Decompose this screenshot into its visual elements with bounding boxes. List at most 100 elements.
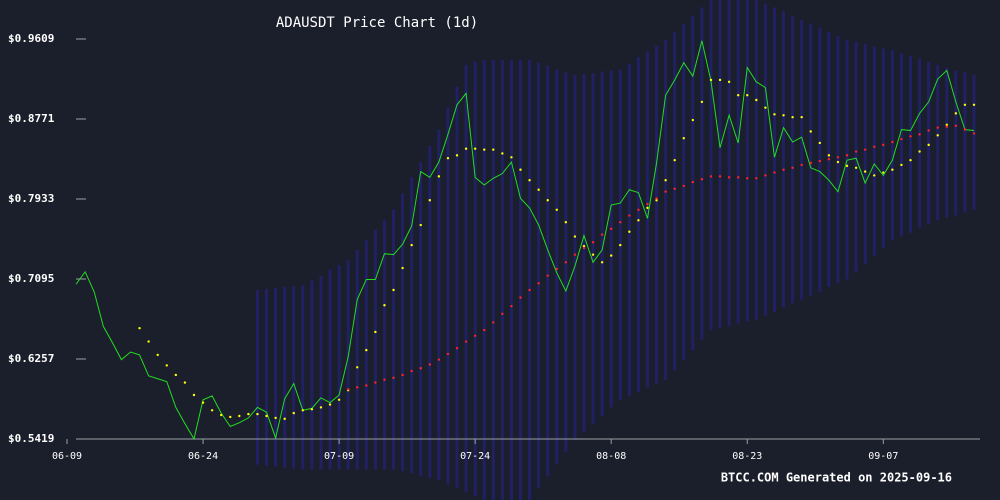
ma-dot bbox=[283, 417, 286, 421]
band-stripe bbox=[709, 0, 713, 331]
ma-dot bbox=[528, 288, 531, 292]
ma-dot bbox=[546, 199, 549, 202]
ma-dot bbox=[655, 199, 658, 202]
y-tick-label: $0.7933 bbox=[8, 192, 54, 205]
ma-dot bbox=[746, 94, 749, 97]
band-stripe bbox=[791, 15, 795, 304]
ma-dot bbox=[247, 412, 250, 416]
band-stripe bbox=[328, 269, 332, 470]
ma-dot bbox=[673, 187, 676, 190]
band-stripe bbox=[809, 23, 813, 296]
ma-dot bbox=[900, 137, 903, 141]
band-layer bbox=[255, 0, 976, 500]
band-stripe bbox=[836, 36, 840, 284]
band-stripe bbox=[446, 107, 450, 484]
ma-dot bbox=[637, 208, 640, 211]
band-stripe bbox=[936, 64, 940, 221]
ma-dot bbox=[854, 150, 858, 153]
x-tick-label: 09-07 bbox=[868, 451, 898, 462]
band-stripe bbox=[972, 75, 976, 210]
ma-dot bbox=[455, 154, 459, 157]
ma-dot bbox=[619, 243, 622, 247]
ma-dot bbox=[818, 159, 822, 163]
band-stripe bbox=[500, 59, 504, 500]
ma-dot bbox=[428, 199, 431, 202]
band-stripe bbox=[736, 0, 740, 324]
ma-dot bbox=[346, 388, 350, 391]
ma-dot bbox=[365, 384, 368, 387]
ma-dot bbox=[963, 103, 967, 106]
band-stripe bbox=[700, 7, 704, 340]
ma-dot bbox=[673, 158, 676, 162]
ma-dot bbox=[392, 288, 395, 292]
ma-dot bbox=[809, 130, 812, 133]
ma-dot bbox=[600, 261, 604, 264]
band-stripe bbox=[419, 162, 423, 477]
ma-dot bbox=[591, 241, 595, 244]
chart-title: ADAUSDT Price Chart (1d) bbox=[276, 15, 478, 31]
ma-dot bbox=[410, 369, 413, 373]
ma-dot bbox=[637, 219, 640, 222]
ma-dot bbox=[972, 132, 976, 135]
ma-dot bbox=[564, 261, 568, 264]
band-stripe bbox=[727, 0, 731, 327]
ma-dot bbox=[854, 166, 858, 169]
ma-dot bbox=[773, 113, 776, 116]
band-stripe bbox=[800, 19, 804, 300]
ma-dot bbox=[464, 340, 468, 343]
band-stripe bbox=[763, 3, 767, 316]
ma-dot bbox=[845, 164, 849, 168]
band-stripe bbox=[591, 73, 595, 424]
ma-dot bbox=[727, 176, 731, 179]
ma-dot bbox=[664, 178, 667, 182]
band-stripe bbox=[909, 56, 913, 233]
ma-dot bbox=[909, 135, 912, 138]
x-tick-label: 08-08 bbox=[596, 451, 626, 462]
ma-dot bbox=[473, 147, 477, 150]
ma-dot bbox=[528, 178, 531, 182]
band-stripe bbox=[636, 57, 640, 393]
ma-dot bbox=[374, 330, 377, 334]
ma-dot bbox=[428, 363, 431, 366]
band-stripe bbox=[437, 129, 441, 480]
ma-dot bbox=[963, 128, 967, 131]
band-stripe bbox=[519, 59, 522, 500]
band-stripe bbox=[283, 287, 287, 468]
ma-dot bbox=[918, 150, 921, 153]
band-stripe bbox=[537, 62, 541, 488]
ma-dot bbox=[782, 114, 785, 117]
ma-dot bbox=[464, 147, 468, 150]
band-stripe bbox=[627, 63, 631, 396]
ma-dot bbox=[301, 409, 305, 412]
band-stripe bbox=[645, 51, 649, 388]
ma-dot bbox=[809, 161, 812, 165]
band-stripe bbox=[754, 0, 758, 320]
ma-dot bbox=[918, 133, 921, 136]
band-stripe bbox=[772, 7, 776, 312]
band-stripe bbox=[600, 71, 604, 416]
ma-dot bbox=[655, 197, 658, 200]
ma-dot bbox=[945, 125, 948, 128]
ma-dot bbox=[356, 386, 359, 389]
band-stripe bbox=[555, 69, 559, 464]
ma-dot bbox=[755, 177, 758, 180]
ma-dot bbox=[646, 206, 649, 210]
ma-dot bbox=[863, 170, 867, 173]
ma-dot bbox=[265, 414, 268, 418]
band-stripe bbox=[818, 27, 822, 292]
band-stripe bbox=[655, 45, 659, 384]
ma-dot bbox=[873, 174, 876, 177]
band-stripe bbox=[455, 86, 459, 488]
ma-dot bbox=[219, 413, 223, 417]
ma-dot bbox=[891, 140, 894, 144]
ma-dot bbox=[455, 347, 459, 350]
ma-dot bbox=[510, 156, 513, 159]
ma-dot bbox=[537, 188, 540, 191]
ma-dot bbox=[718, 78, 722, 82]
band-stripe bbox=[355, 249, 359, 470]
ma-dot bbox=[782, 168, 785, 171]
ma-dot bbox=[791, 115, 794, 119]
y-tick-label: $0.6257 bbox=[8, 352, 54, 365]
